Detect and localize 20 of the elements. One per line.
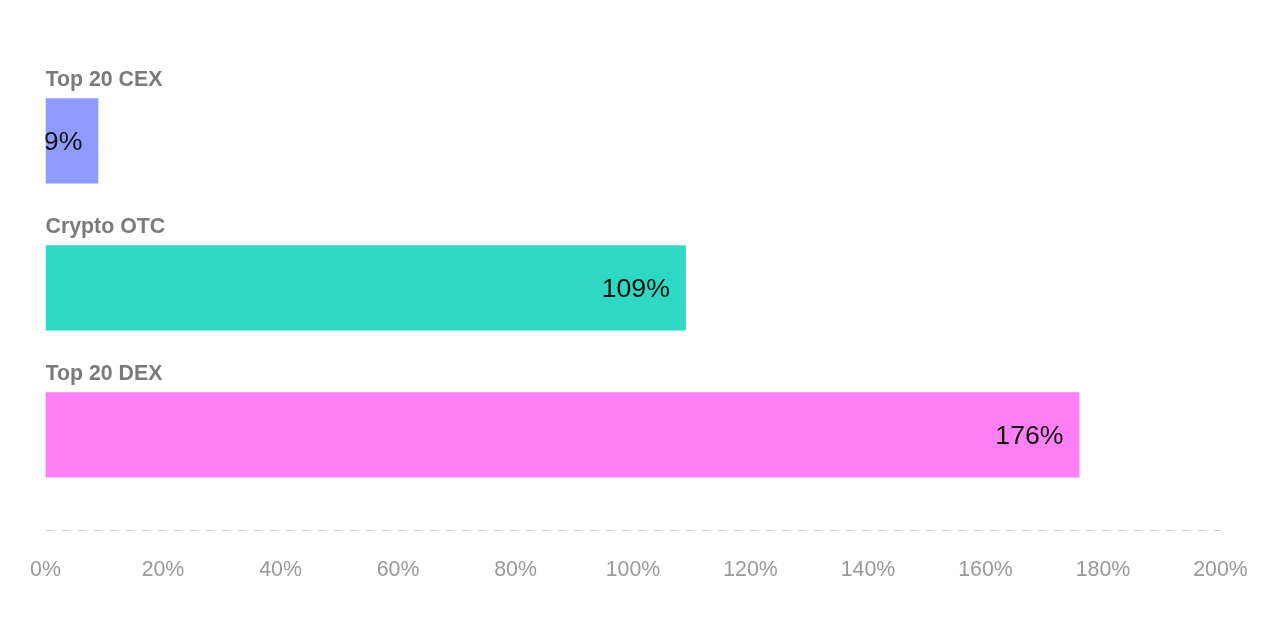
x-tick-label: 120%	[723, 556, 778, 581]
data-label: 176%	[995, 419, 1064, 450]
bar	[45, 98, 99, 184]
x-tick-label: 40%	[259, 556, 302, 581]
data-label: 9%	[43, 125, 83, 156]
x-tick-label: 0%	[30, 556, 61, 581]
x-tick-label: 200%	[1193, 556, 1248, 581]
y-tick-label: Top 20 CEX	[45, 66, 164, 91]
x-tick-label: 80%	[494, 556, 537, 581]
y-tick-label: Top 20 DEX	[45, 360, 164, 385]
bar	[45, 392, 1080, 478]
x-tick-label: 160%	[958, 556, 1013, 581]
y-tick-label: Crypto OTC	[45, 213, 166, 238]
x-tick-label: 180%	[1075, 556, 1131, 581]
data-label: 109%	[601, 272, 670, 303]
bar	[45, 245, 686, 331]
x-tick-label: 20%	[141, 556, 185, 581]
x-tick-label: 140%	[840, 556, 896, 581]
x-tick-label: 100%	[605, 556, 661, 581]
x-tick-label: 60%	[376, 556, 420, 581]
